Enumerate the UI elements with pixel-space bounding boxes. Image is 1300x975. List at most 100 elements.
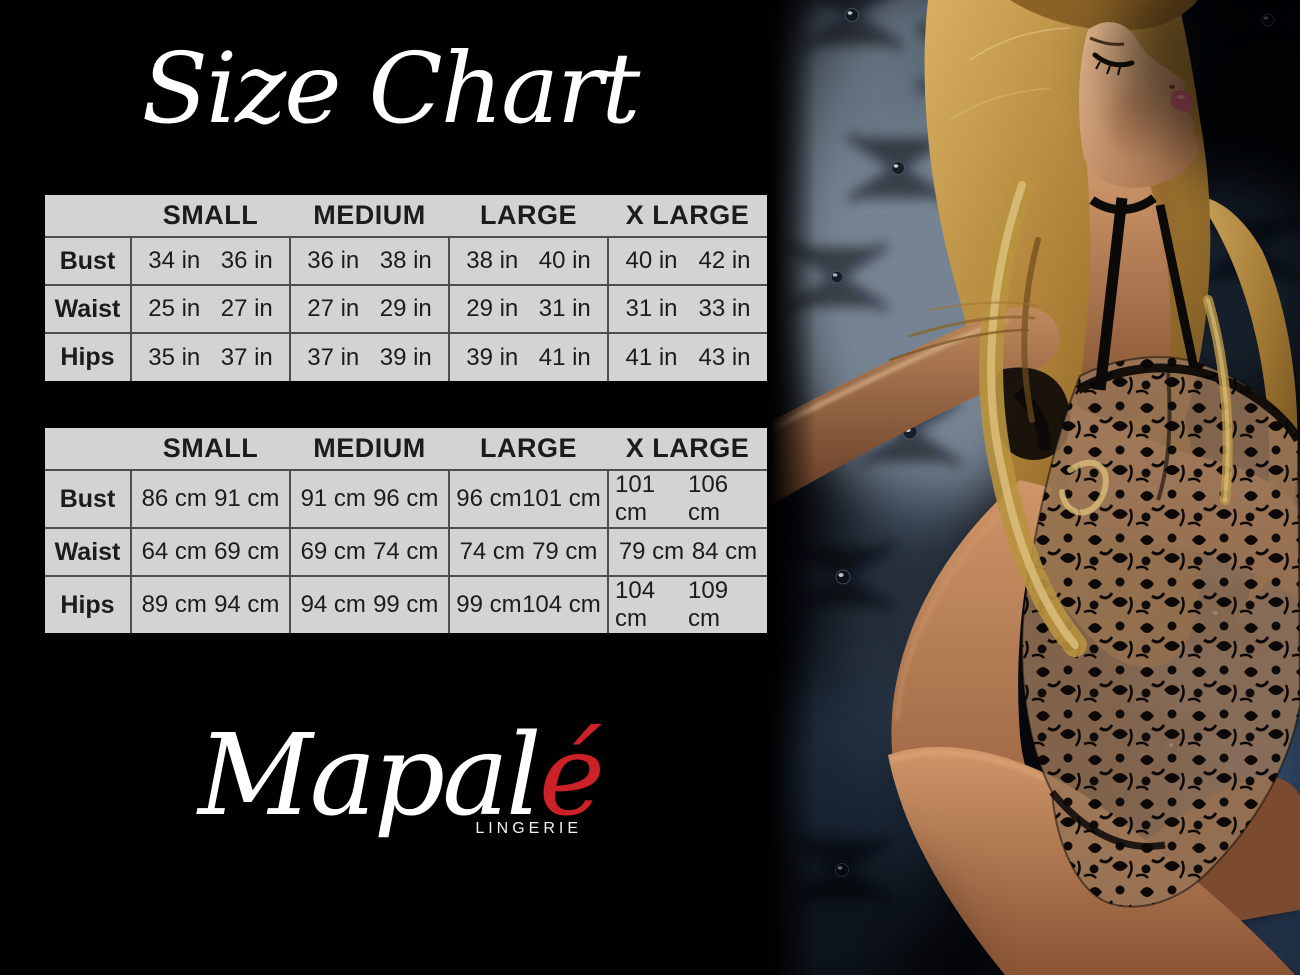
size-value: 101 cm — [522, 485, 601, 512]
size-value: 69 cm — [300, 538, 366, 565]
size-value: 39 in — [466, 343, 519, 371]
size-cell: 99 cm 104 cm — [448, 575, 609, 633]
row-label: Bust — [45, 236, 132, 286]
size-value: 96 cm — [456, 485, 522, 512]
model-figure — [755, 0, 1300, 975]
column-header-xlarge: X LARGE — [608, 195, 767, 238]
size-value: 42 in — [698, 247, 751, 274]
size-value: 96 cm — [373, 485, 439, 512]
size-value: 91 cm — [300, 485, 366, 512]
size-cell: 86 cm 91 cm — [130, 469, 291, 529]
size-value: 94 cm — [300, 591, 366, 618]
size-cell: 34 in 36 in — [130, 236, 291, 286]
lace-bodysuit — [1013, 194, 1300, 908]
table-row-waist: Waist 64 cm 69 cm 69 cm 74 cm 74 cm 79 cm 7… — [45, 527, 767, 577]
size-cell: 64 cm 69 cm — [130, 527, 291, 577]
size-cell: 36 in 38 in — [289, 236, 450, 286]
size-value: 38 in — [466, 247, 519, 274]
size-value: 104 cm — [522, 591, 601, 618]
size-cell: 69 cm 74 cm — [289, 527, 450, 577]
size-value: 35 in — [148, 343, 201, 371]
size-value: 34 in — [148, 247, 201, 274]
corner-cell — [45, 195, 131, 238]
table-row-hips: Hips 89 cm 94 cm 94 cm 99 cm 99 cm 104 cm 1… — [45, 575, 767, 633]
size-cell: 104 cm 109 cm — [607, 575, 767, 633]
row-label: Waist — [45, 527, 132, 577]
size-value: 84 cm — [691, 538, 758, 565]
size-value: 91 cm — [214, 485, 280, 512]
size-cell: 74 cm 79 cm — [448, 527, 609, 577]
size-value: 37 in — [307, 343, 360, 371]
size-cell: 101 cm 106 cm — [607, 469, 767, 529]
row-label: Hips — [45, 332, 132, 381]
size-value: 104 cm — [615, 577, 656, 632]
header-row: SMALL MEDIUM LARGE X LARGE — [45, 195, 767, 238]
size-value: 74 cm — [459, 538, 525, 565]
size-value: 39 in — [379, 343, 432, 371]
size-value: 25 in — [148, 295, 201, 322]
corner-cell — [45, 428, 131, 471]
size-value: 36 in — [307, 247, 360, 274]
row-label: Hips — [45, 575, 132, 633]
size-cell: 79 cm 84 cm — [607, 527, 767, 577]
brand-tagline: LINGERIE — [475, 820, 582, 837]
size-value: 37 in — [220, 343, 273, 371]
size-value: 99 cm — [456, 591, 522, 618]
size-value: 29 in — [379, 295, 432, 322]
size-value: 40 in — [538, 247, 591, 274]
size-value: 40 in — [625, 247, 678, 274]
row-label: Waist — [45, 284, 132, 334]
size-value: 27 in — [220, 295, 273, 322]
size-value: 64 cm — [141, 538, 207, 565]
hair-strands — [888, 27, 1233, 657]
size-value: 74 cm — [373, 538, 439, 565]
size-table-inches: SMALL MEDIUM LARGE X LARGE Bust 34 in 36 … — [45, 195, 767, 381]
size-value: 86 cm — [141, 485, 207, 512]
size-value: 106 cm — [688, 471, 729, 526]
size-value: 33 in — [698, 295, 751, 322]
size-value: 31 in — [625, 295, 678, 322]
table-row-hips: Hips 35 in 37 in 37 in 39 in 39 in 41 in 41… — [45, 332, 767, 381]
size-value: 99 cm — [373, 591, 439, 618]
size-value: 109 cm — [688, 577, 729, 632]
size-value: 101 cm — [615, 471, 656, 526]
size-cell: 91 cm 96 cm — [289, 469, 450, 529]
table-row-bust: Bust 86 cm 91 cm 91 cm 96 cm 96 cm 101 cm 1… — [45, 469, 767, 529]
brand-logo: Mapalé LINGERIE — [150, 706, 650, 841]
page-title: Size Chart — [141, 32, 641, 145]
row-label: Bust — [45, 469, 132, 529]
size-value: 89 cm — [141, 591, 207, 618]
column-header-small: SMALL — [131, 428, 290, 471]
size-table-cm: SMALL MEDIUM LARGE X LARGE Bust 86 cm 91 … — [45, 428, 767, 633]
size-value: 38 in — [379, 247, 432, 274]
brand-name-text: Mapal — [197, 711, 542, 841]
column-header-small: SMALL — [131, 195, 290, 238]
brand-name: Mapalé — [150, 706, 650, 846]
size-cell: 37 in 39 in — [289, 332, 450, 381]
size-value: 41 in — [625, 343, 678, 371]
size-cell: 31 in 33 in — [607, 284, 767, 334]
column-header-medium: MEDIUM — [290, 428, 449, 471]
size-cell: 94 cm 99 cm — [289, 575, 450, 633]
column-header-large: LARGE — [449, 428, 608, 471]
model-photo — [640, 0, 1300, 975]
brand-accent-letter: é — [538, 711, 605, 841]
size-cell: 96 cm 101 cm — [448, 469, 609, 529]
size-cell: 40 in 42 in — [607, 236, 767, 286]
size-value: 69 cm — [214, 538, 280, 565]
size-value: 27 in — [307, 295, 360, 322]
size-cell: 38 in 40 in — [448, 236, 609, 286]
size-value: 94 cm — [214, 591, 280, 618]
size-value: 29 in — [466, 295, 519, 322]
header-row: SMALL MEDIUM LARGE X LARGE — [45, 428, 767, 471]
size-value: 36 in — [220, 247, 273, 274]
size-cell: 25 in 27 in — [130, 284, 291, 334]
column-header-medium: MEDIUM — [290, 195, 449, 238]
column-header-large: LARGE — [449, 195, 608, 238]
size-value: 79 cm — [532, 538, 598, 565]
size-value: 79 cm — [618, 538, 685, 565]
size-cell: 39 in 41 in — [448, 332, 609, 381]
table-row-waist: Waist 25 in 27 in 27 in 29 in 29 in 31 in 3… — [45, 284, 767, 334]
size-cell: 29 in 31 in — [448, 284, 609, 334]
size-cell: 89 cm 94 cm — [130, 575, 291, 633]
